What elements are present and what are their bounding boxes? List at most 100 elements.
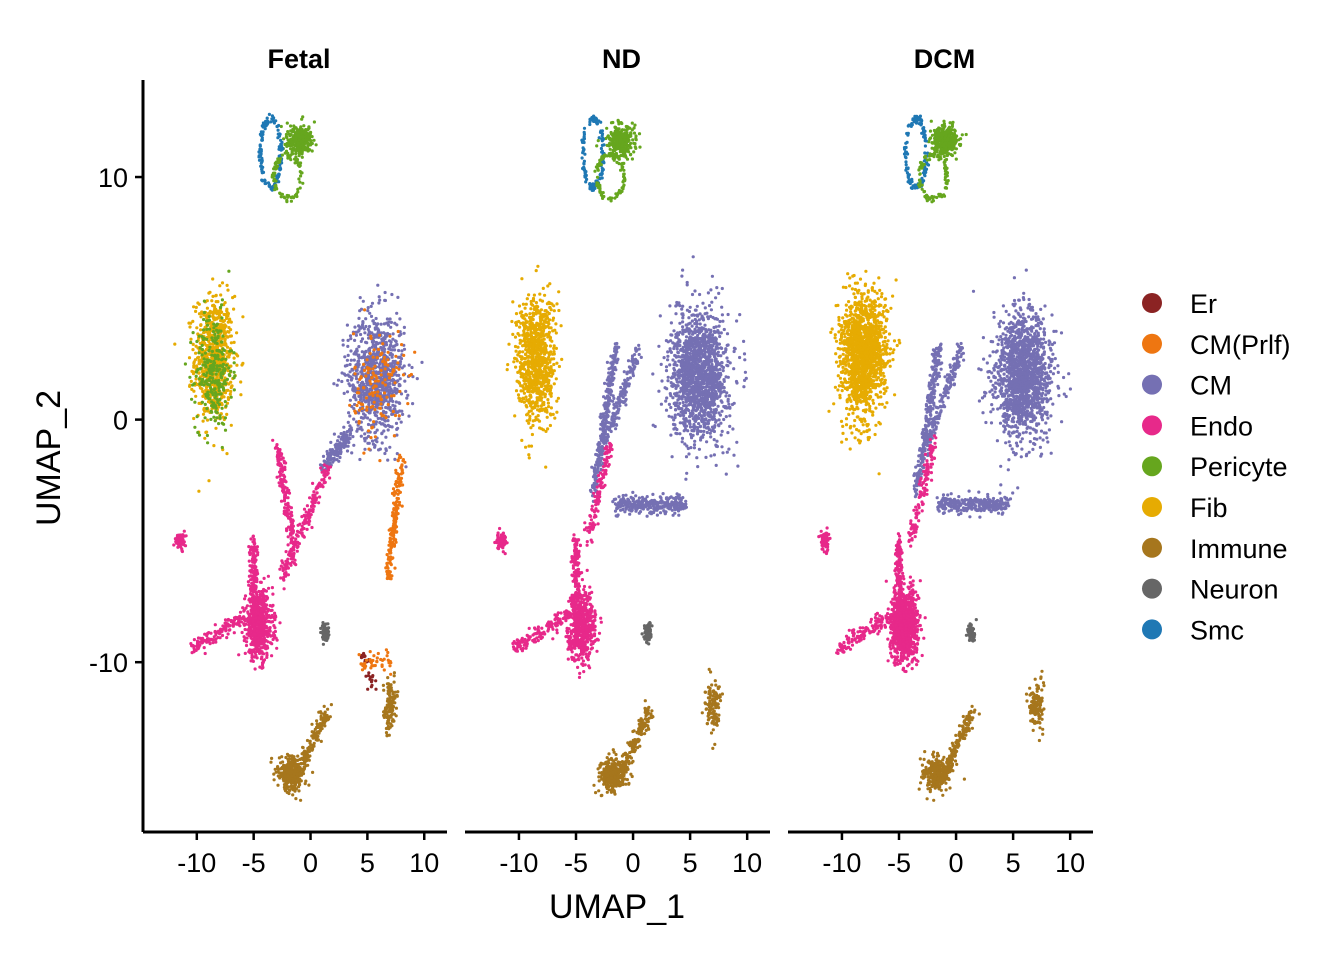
data-point-endo	[261, 660, 265, 665]
data-point-fib	[518, 397, 522, 401]
data-point-pericyte	[189, 340, 193, 345]
data-point-cm	[358, 457, 362, 462]
data-point-cm	[343, 373, 348, 377]
data-point-immune	[293, 775, 297, 780]
data-point-endo	[296, 523, 300, 527]
data-point-endo	[266, 633, 270, 637]
data-point-pericyte	[220, 445, 224, 450]
data-point-cmprlf	[372, 348, 376, 352]
data-point-cm	[380, 441, 384, 445]
data-point-smc	[267, 184, 271, 188]
data-point-cm	[415, 377, 419, 381]
data-point-cmprlf	[391, 409, 395, 414]
data-point-pericyte	[213, 419, 217, 423]
data-point-pericyte	[210, 410, 214, 414]
data-point-endo	[263, 588, 267, 593]
data-point-er	[374, 679, 378, 683]
data-point-endo	[172, 543, 176, 547]
data-point-immune	[322, 721, 326, 725]
data-point-immune	[311, 770, 315, 775]
data-point-pericyte	[293, 193, 297, 197]
data-point-cmprlf	[362, 451, 366, 455]
data-point-immune	[312, 744, 316, 748]
data-point-cm	[342, 442, 346, 446]
data-point-cmprlf	[373, 435, 377, 439]
data-point-pericyte	[286, 195, 290, 199]
data-point-immune	[322, 715, 326, 720]
data-point-endo	[203, 651, 207, 656]
data-point-cm	[374, 316, 378, 321]
data-point-cm	[394, 391, 398, 395]
data-point-endo	[198, 643, 202, 647]
data-point-immune	[308, 739, 312, 743]
data-point-endo	[253, 545, 257, 549]
data-point-cm	[374, 340, 378, 345]
data-point-cm	[347, 374, 351, 378]
data-point-cm	[345, 390, 350, 394]
data-point-cm	[343, 355, 347, 359]
data-point-fib	[226, 314, 230, 318]
data-point-endo	[252, 641, 256, 645]
data-point-fib	[197, 489, 201, 493]
data-point-cm	[379, 377, 383, 381]
data-point-endo	[256, 620, 261, 624]
data-point-endo	[279, 499, 284, 503]
data-point-cmprlf	[393, 413, 398, 418]
data-point-endo	[237, 653, 241, 657]
data-point-cmprlf	[392, 434, 396, 438]
data-point-smc	[261, 179, 265, 183]
data-point-immune	[391, 690, 395, 695]
data-point-endo	[246, 580, 250, 584]
data-point-fib	[232, 307, 236, 311]
data-point-immune	[386, 682, 391, 686]
data-point-cmprlf	[392, 519, 397, 523]
data-point-fib	[199, 323, 203, 327]
data-point-pericyte	[197, 433, 202, 437]
data-point-cmprlf	[383, 378, 387, 382]
data-point-endo	[261, 600, 265, 604]
data-point-pericyte	[295, 161, 299, 165]
data-point-endo	[251, 619, 255, 624]
data-point-immune	[386, 676, 390, 680]
data-point-cmprlf	[384, 566, 388, 570]
data-point-endo	[213, 630, 217, 634]
data-point-endo	[177, 533, 181, 537]
data-point-cmprlf	[379, 368, 383, 372]
data-point-endo	[279, 467, 283, 471]
data-point-cm	[363, 331, 367, 335]
data-point-cm	[353, 325, 357, 329]
data-point-cm	[348, 414, 352, 418]
data-point-cmprlf	[382, 657, 386, 661]
data-point-cmprlf	[368, 379, 372, 383]
data-point-endo	[288, 551, 292, 555]
data-point-cmprlf	[389, 527, 394, 531]
x-tick-label: -5	[242, 848, 266, 878]
data-point-pericyte	[200, 343, 204, 347]
data-point-endo	[254, 616, 258, 620]
data-point-cmprlf	[363, 308, 367, 312]
data-point-endo	[291, 529, 295, 533]
data-point-pericyte	[223, 428, 228, 432]
data-point-immune	[316, 738, 320, 742]
data-point-endo	[290, 514, 294, 518]
data-point-endo	[253, 637, 257, 642]
data-point-pericyte	[229, 395, 233, 399]
data-point-immune	[289, 781, 294, 786]
data-point-pericyte	[297, 164, 302, 168]
data-point-fib	[226, 388, 230, 392]
data-point-pericyte	[197, 334, 201, 338]
data-point-fib	[199, 328, 203, 332]
data-point-cmprlf	[392, 536, 396, 540]
data-point-cmprlf	[396, 329, 400, 334]
data-point-cm	[410, 365, 414, 370]
data-point-immune	[302, 765, 306, 769]
data-point-endo	[248, 648, 252, 652]
data-point-cm	[361, 321, 365, 325]
data-point-er	[370, 675, 374, 679]
data-point-fib	[560, 357, 564, 361]
data-point-cm	[394, 421, 399, 425]
data-point-cm	[369, 314, 374, 318]
data-point-cmprlf	[357, 653, 361, 657]
data-point-pericyte	[282, 137, 286, 141]
data-point-endo	[259, 646, 263, 650]
